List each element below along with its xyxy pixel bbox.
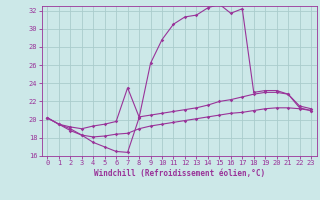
X-axis label: Windchill (Refroidissement éolien,°C): Windchill (Refroidissement éolien,°C) [94,169,265,178]
